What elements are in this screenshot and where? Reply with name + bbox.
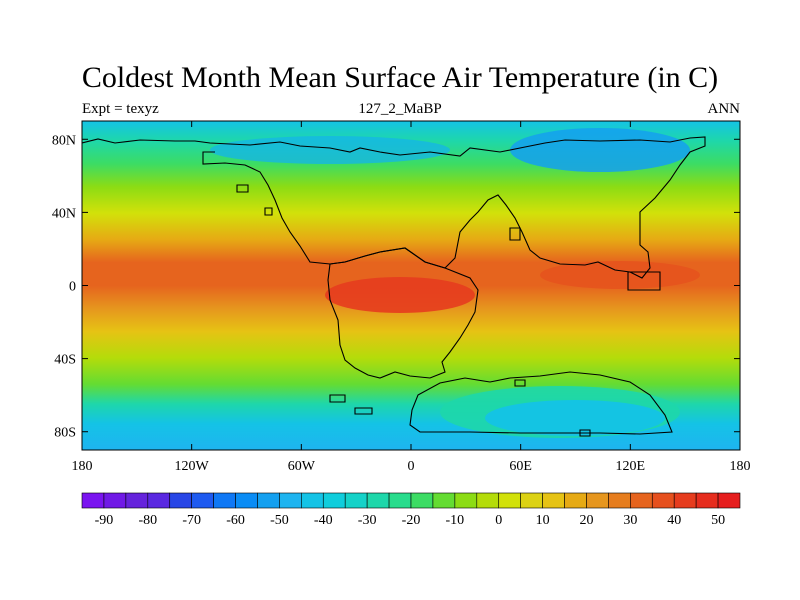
colorbar-swatch xyxy=(410,492,434,509)
colorbar-label: -40 xyxy=(314,513,333,528)
colorbar-swatch xyxy=(322,492,346,509)
colorbar-swatch xyxy=(673,492,697,509)
colorbar-swatch xyxy=(81,492,105,509)
coastline-island-6 xyxy=(354,407,373,415)
lon-tick-label: 120W xyxy=(175,459,210,474)
coastline-island-8 xyxy=(579,429,591,437)
colorbar-swatch xyxy=(630,492,653,509)
lon-tick-label: 120E xyxy=(616,459,646,474)
colorbar-swatch xyxy=(498,492,521,509)
colorbar-swatch xyxy=(608,492,631,509)
lon-tick-label: 0 xyxy=(408,459,415,474)
cold-core-south xyxy=(485,400,665,436)
colorbar: -90 -80 -70 -60 -50 -40 -30 -20 -10 0 10 20 30 40 50 xyxy=(81,492,741,528)
colorbar-swatch xyxy=(586,492,609,509)
colorbar-label: 20 xyxy=(579,513,593,528)
colorbar-label: 0 xyxy=(495,513,502,528)
colorbar-label: -90 xyxy=(95,513,114,528)
colorbar-swatch xyxy=(344,492,368,509)
colorbar-swatch xyxy=(279,492,302,509)
colorbar-label: 10 xyxy=(536,513,550,528)
coastline-island-4 xyxy=(627,271,661,291)
colorbar-swatch xyxy=(147,492,171,509)
colorbar-label: -70 xyxy=(182,513,201,528)
lat-tick-label: 80N xyxy=(52,133,76,148)
colorbar-label: -10 xyxy=(446,513,465,528)
coastline-island-5 xyxy=(329,394,346,403)
time-period-label: 127_2_MaBP xyxy=(358,101,442,117)
colorbar-label: 50 xyxy=(711,513,725,528)
lon-tick-label: 180 xyxy=(72,459,93,474)
colorbar-label: -20 xyxy=(402,513,421,528)
map-axes: 180 120W 60W 0 60E 120E 180 80N 40N 0 40S 80S xyxy=(52,121,751,474)
temperature-field xyxy=(82,121,740,450)
colorbar-swatch xyxy=(542,492,565,509)
colorbar-swatch xyxy=(301,492,324,509)
colorbar-swatch xyxy=(169,492,192,509)
colorbar-swatch xyxy=(476,492,500,509)
coastline-island-2 xyxy=(264,207,273,216)
experiment-label: Expt = texyz xyxy=(82,101,159,117)
coastline-north-continent xyxy=(82,136,706,279)
colorbar-swatch xyxy=(235,492,258,509)
colorbar-swatch xyxy=(454,492,478,509)
coastline-south-polar xyxy=(409,371,673,435)
colorbar-swatch xyxy=(366,492,390,509)
colorbar-swatch xyxy=(695,492,719,509)
coastlines xyxy=(82,136,706,437)
map-title: Coldest Month Mean Surface Air Temperatu… xyxy=(81,61,719,94)
coastline-island-1 xyxy=(236,184,249,193)
coastline-island-7 xyxy=(514,379,526,387)
colorbar-label: -50 xyxy=(270,513,289,528)
colorbar-label: -30 xyxy=(358,513,377,528)
lat-tick-label: 0 xyxy=(69,280,76,295)
warm-band-east xyxy=(540,261,700,289)
lon-tick-label: 180 xyxy=(730,459,751,474)
colorbar-label: 30 xyxy=(623,513,637,528)
colorbar-label: -80 xyxy=(138,513,157,528)
lat-tick-label: 40N xyxy=(52,206,76,221)
colorbar-swatch xyxy=(125,492,149,509)
colorbar-swatch xyxy=(651,492,675,509)
lat-tick-label: 40S xyxy=(54,353,76,368)
lat-tick-label: 80S xyxy=(54,426,76,441)
colorbar-swatch xyxy=(564,492,587,509)
colorbar-swatch xyxy=(717,492,741,509)
colorbar-swatch xyxy=(520,492,543,509)
colorbar-swatch xyxy=(191,492,214,509)
colorbar-swatch xyxy=(257,492,280,509)
coastline-island-3 xyxy=(509,227,521,241)
lon-tick-label: 60E xyxy=(509,459,532,474)
colorbar-swatch xyxy=(213,492,236,509)
lon-tick-label: 60W xyxy=(288,459,316,474)
colorbar-swatch xyxy=(388,492,412,509)
colorbar-swatch xyxy=(432,492,456,509)
colorbar-label: -60 xyxy=(226,513,245,528)
coastline-south-continent xyxy=(327,247,479,379)
warm-core-tropics xyxy=(325,277,475,313)
season-label: ANN xyxy=(707,101,741,117)
cold-core-northeast xyxy=(510,128,690,172)
colorbar-swatch xyxy=(103,492,127,509)
cold-core-north xyxy=(210,136,450,164)
colorbar-label: 40 xyxy=(667,513,681,528)
